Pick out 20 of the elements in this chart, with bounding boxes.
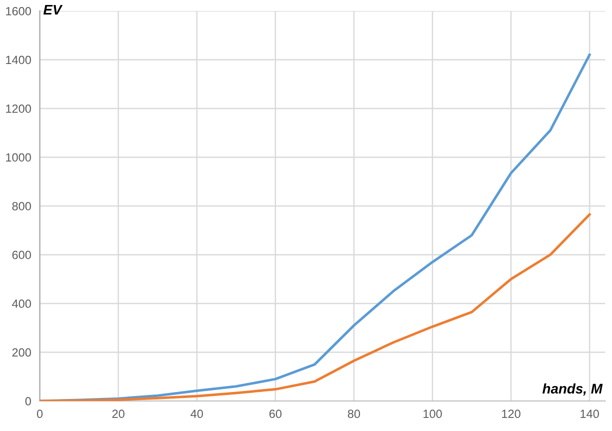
x-tick-label: 40: [190, 410, 203, 418]
y-axis-title: EV: [43, 4, 63, 15]
x-tick-label: 0: [36, 410, 43, 418]
y-tick-label: 600: [12, 250, 31, 260]
x-tick-label: 140: [580, 410, 599, 418]
y-tick-label: 400: [12, 300, 31, 308]
y-tick-label: 1200: [6, 104, 31, 113]
x-axis-title: hands, M: [542, 383, 603, 396]
y-tick-label: 1400: [6, 56, 31, 64]
x-tick-label: 120: [502, 410, 520, 418]
line-series: [40, 213, 591, 402]
y-tick-label: 800: [12, 202, 31, 210]
y-tick-label: 200: [12, 348, 31, 357]
x-tick-label: 20: [112, 410, 124, 418]
x-tick-label: 100: [424, 410, 442, 418]
y-tick-label: 1000: [6, 153, 31, 162]
y-tick-label: 0: [25, 397, 31, 406]
y-tick-label: 1600: [6, 6, 31, 16]
x-tick-label: 60: [269, 410, 282, 418]
x-tick-label: 80: [348, 410, 360, 418]
